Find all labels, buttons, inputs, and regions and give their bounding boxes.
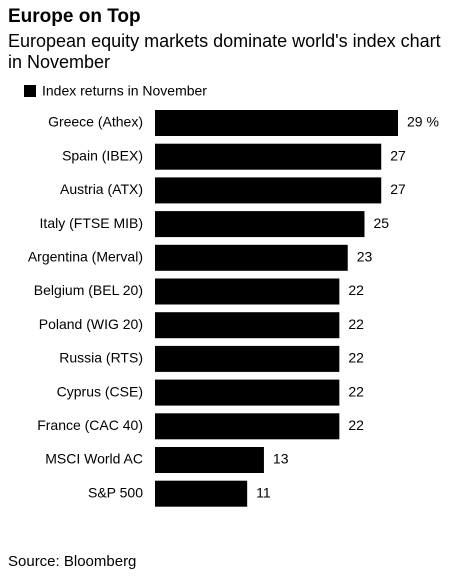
category-label: Argentina (Merval) <box>28 249 143 265</box>
data-label: 27 <box>390 147 406 163</box>
data-label: 22 <box>348 383 364 399</box>
bar <box>155 244 348 271</box>
data-label: 22 <box>348 316 364 332</box>
category-label: Belgium (BEL 20) <box>34 282 143 298</box>
source-note: Source: Bloomberg <box>8 553 137 570</box>
bar <box>155 177 382 204</box>
chart-title: Europe on Top <box>8 6 141 27</box>
bar <box>155 312 340 339</box>
bar <box>155 480 248 507</box>
category-label: France (CAC 40) <box>37 417 143 433</box>
chart-subtitle: European equity markets dominate world's… <box>8 31 441 72</box>
data-label: 13 <box>273 451 289 467</box>
bar <box>155 143 382 170</box>
chart: Index returns in November Greece (Athex) 2… <box>24 83 439 507</box>
data-label: 11 <box>256 484 271 500</box>
bar <box>155 379 340 406</box>
legend-label: Index returns in November <box>42 83 207 99</box>
category-label: Spain (IBEX) <box>62 147 143 163</box>
category-label: Poland (WIG 20) <box>39 316 143 332</box>
category-label: MSCI World AC <box>45 451 143 467</box>
bar <box>155 211 365 238</box>
data-label: 22 <box>348 282 364 298</box>
category-label: Cyprus (CSE) <box>57 383 143 399</box>
category-label: Austria (ATX) <box>60 181 143 197</box>
data-label: 29 % <box>407 114 439 130</box>
data-label: 25 <box>373 215 389 231</box>
legend-swatch <box>24 85 36 97</box>
data-label: 27 <box>390 181 406 197</box>
bar <box>155 110 398 136</box>
data-label: 23 <box>357 249 373 265</box>
data-label: 22 <box>348 350 364 366</box>
bar <box>155 413 340 440</box>
category-label: S&P 500 <box>88 484 143 500</box>
bar <box>155 278 340 305</box>
bar <box>155 447 264 473</box>
category-label: Greece (Athex) <box>48 114 143 130</box>
category-label: Russia (RTS) <box>59 350 143 366</box>
bar <box>155 345 340 372</box>
data-label: 22 <box>348 417 364 433</box>
category-label: Italy (FTSE MIB) <box>40 215 143 231</box>
